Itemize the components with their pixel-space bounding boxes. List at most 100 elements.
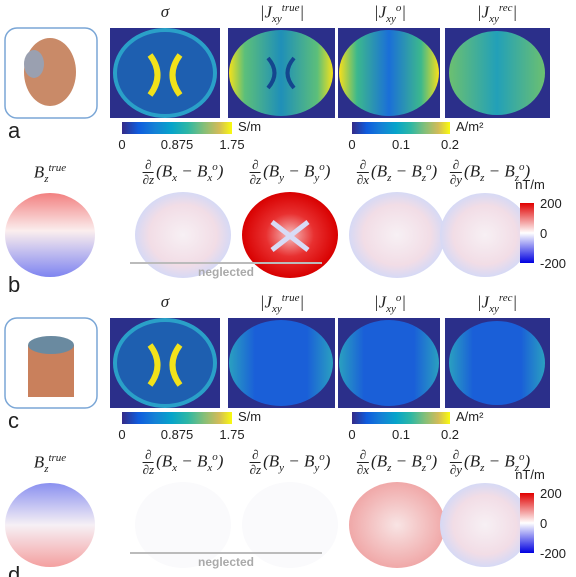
colorbar-tick: 0 [540,226,547,241]
column-title: ∂∂z(Bx − Bxo) [143,448,224,477]
jtrue-brain [229,320,333,406]
column-title: σ [161,292,169,312]
column-title: Bztrue [34,162,66,185]
denominator: ∂x [357,462,369,477]
colorbar-tick: 0 [118,137,125,152]
column-title: ∂∂z(Bx − Bxo) [143,158,224,187]
denominator: ∂y [450,172,462,187]
column-title: ∂∂z(By − Byo) [250,158,331,187]
math-part: (B [263,161,279,180]
colorbar-tick: 0 [540,516,547,531]
math-part: rec [499,2,513,14]
math-part: − B [391,161,421,180]
math-part: xy [272,13,282,25]
math-part: − B [177,451,207,470]
fraction: ∂∂z [143,158,154,187]
math-part: | [512,293,517,312]
math-part: | [401,3,406,22]
colorbar [352,122,450,134]
math-part: z [44,173,48,185]
jtrue-brain [229,30,333,116]
math-part: z [422,462,426,474]
math-part: (B [371,161,387,180]
denominator: ∂y [450,462,462,477]
note: neglected [198,265,254,279]
math-part: − B [484,451,514,470]
colorbar [520,493,534,553]
fraction: ∂∂y [450,158,462,187]
panel-label: c [8,408,19,434]
math-part: | [512,3,517,22]
math-part: |J [477,3,489,22]
jo-brain [339,320,439,406]
math-part: ) [325,161,331,180]
column-title: |Jxyrec| [477,2,517,25]
math-part: (B [464,161,480,180]
math-part: − B [284,161,314,180]
colorbar-unit: S/m [238,119,261,134]
denominator: ∂x [357,172,369,187]
sigma-brain [115,30,215,116]
math-part: z [44,463,48,475]
math-part: ) [432,161,438,180]
colorbar-tick: 1.75 [219,427,244,442]
colorbar-tick: 200 [540,196,562,211]
colorbar-tick: 1.75 [219,137,244,152]
colorbar-tick: 0.875 [161,427,194,442]
math-part: − B [484,161,514,180]
math-part: true [282,292,300,304]
math-part: true [282,2,300,14]
colorbar-tick: 0.875 [161,137,194,152]
math-part: true [48,162,66,174]
numerator: ∂ [145,158,151,172]
math-part: xy [489,303,499,315]
math-part: x [207,462,212,474]
electrode [24,50,44,78]
fraction: ∂∂x [357,448,369,477]
jrec-brain [449,31,545,115]
math-part: ) [218,161,224,180]
math-part: (B [156,451,172,470]
colorbar-tick: 0.1 [392,137,410,152]
colorbar-tick: 0.2 [441,427,459,442]
math-part: y [314,462,319,474]
colorbar-tick: 0 [348,427,355,442]
math-part: ) [218,451,224,470]
jo-brain [339,30,439,116]
fraction: ∂∂z [250,448,261,477]
colorbar-tick: 200 [540,486,562,501]
numerator: ∂ [252,158,258,172]
math-part: ) [432,451,438,470]
math-part: true [48,452,66,464]
math-part: ) [325,451,331,470]
column-title: |Jxyrec| [477,292,517,315]
note: neglected [198,555,254,569]
sigma-brain [115,320,215,406]
panel-label: b [8,272,20,298]
bz-image [5,193,95,277]
dbzx-image [349,192,445,278]
colorbar [520,203,534,263]
colorbar-tick: -200 [540,546,566,561]
colorbar [122,412,232,424]
colorbar-tick: 0.1 [392,427,410,442]
denominator: ∂z [143,172,154,187]
column-title: ∂∂x(Bz − Bzo) [357,448,437,477]
figure: aσ|Jxytrue||Jxyo||Jxyrec|S/m00.8751.75A/… [0,0,576,577]
colorbar-tick: 0 [118,427,125,442]
fraction: ∂∂z [250,158,261,187]
colorbar-unit: nT/m [515,467,545,482]
column-title: |Jxytrue| [260,292,304,315]
math-part: B [34,163,44,182]
colorbar [352,412,450,424]
math-part: |J [374,293,386,312]
column-title: Bztrue [34,452,66,475]
denominator: ∂z [250,462,261,477]
column-title: |Jxytrue| [260,2,304,25]
numerator: ∂ [453,448,459,462]
math-part: (B [371,451,387,470]
panel-label: a [8,118,20,144]
math-part: xy [386,303,396,315]
math-part: |J [374,3,386,22]
jrec-brain [449,321,545,405]
